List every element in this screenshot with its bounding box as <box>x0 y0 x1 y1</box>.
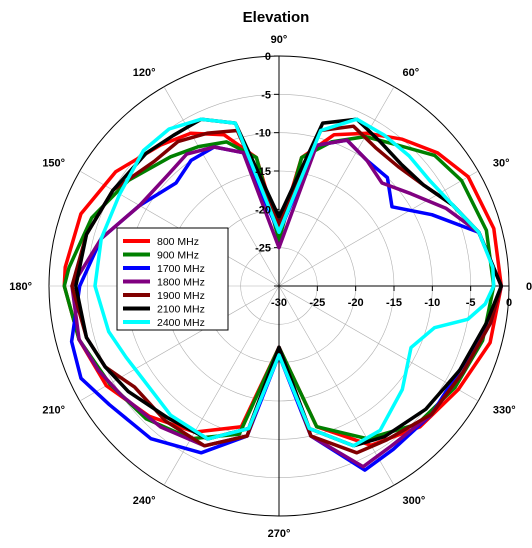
vertical-tick-label: -15 <box>255 166 271 178</box>
angle-label: 30° <box>493 158 510 170</box>
legend-box <box>116 227 229 331</box>
legend-label: 800 MHz <box>157 236 199 248</box>
radial-tick-label: -30 <box>271 297 287 309</box>
angle-label: 270° <box>268 528 291 540</box>
series-lines <box>62 117 504 472</box>
angle-label: 240° <box>133 495 156 507</box>
angle-label: 210° <box>42 405 65 417</box>
vertical-tick-label: 0 <box>265 51 271 63</box>
grid-spoke <box>278 170 479 287</box>
angle-label: 330° <box>493 405 516 417</box>
legend-label: 1700 MHz <box>157 263 205 275</box>
angle-label: 180° <box>9 281 32 293</box>
legend-label: 900 MHz <box>157 250 199 262</box>
grid-spoke <box>163 285 280 486</box>
grid-spoke <box>278 285 395 486</box>
radial-tick-label: -20 <box>348 297 364 309</box>
angle-label: 120° <box>133 67 156 79</box>
vertical-tick-label: -20 <box>255 204 271 216</box>
series-line <box>62 131 504 448</box>
chart-title: Elevation <box>243 9 310 26</box>
angle-label: 300° <box>403 495 426 507</box>
angle-label: 60° <box>403 67 420 79</box>
vertical-tick-label: -25 <box>255 243 271 255</box>
vertical-tick-label: -10 <box>255 128 271 140</box>
series-line <box>70 138 504 469</box>
angle-label: 150° <box>42 158 65 170</box>
axis-labels: -30 -25 -20 -15 -10 -5 0 -25 -20 -15 -10 -5 0 0° 30° 60… <box>9 34 532 540</box>
radial-tick-label: -5 <box>466 297 476 309</box>
legend-label: 2400 MHz <box>157 317 205 329</box>
legend-label: 1900 MHz <box>157 290 205 302</box>
grid-spoke <box>163 86 280 287</box>
grid-spoke <box>278 285 479 402</box>
radial-tick-label: 0 <box>506 297 512 309</box>
series-line <box>70 124 504 455</box>
grid-spoke <box>79 285 280 402</box>
radial-tick-label: -10 <box>424 297 440 309</box>
angle-label: 0° <box>526 281 532 293</box>
radial-tick-label: -15 <box>386 297 402 309</box>
vertical-tick-label: -5 <box>261 89 271 101</box>
legend-label: 1800 MHz <box>157 277 205 289</box>
grid-spoke <box>278 86 395 287</box>
legend-label: 2100 MHz <box>157 304 205 316</box>
radial-tick-label: -25 <box>309 297 325 309</box>
angle-label: 90° <box>271 34 288 46</box>
series-line <box>93 117 496 448</box>
